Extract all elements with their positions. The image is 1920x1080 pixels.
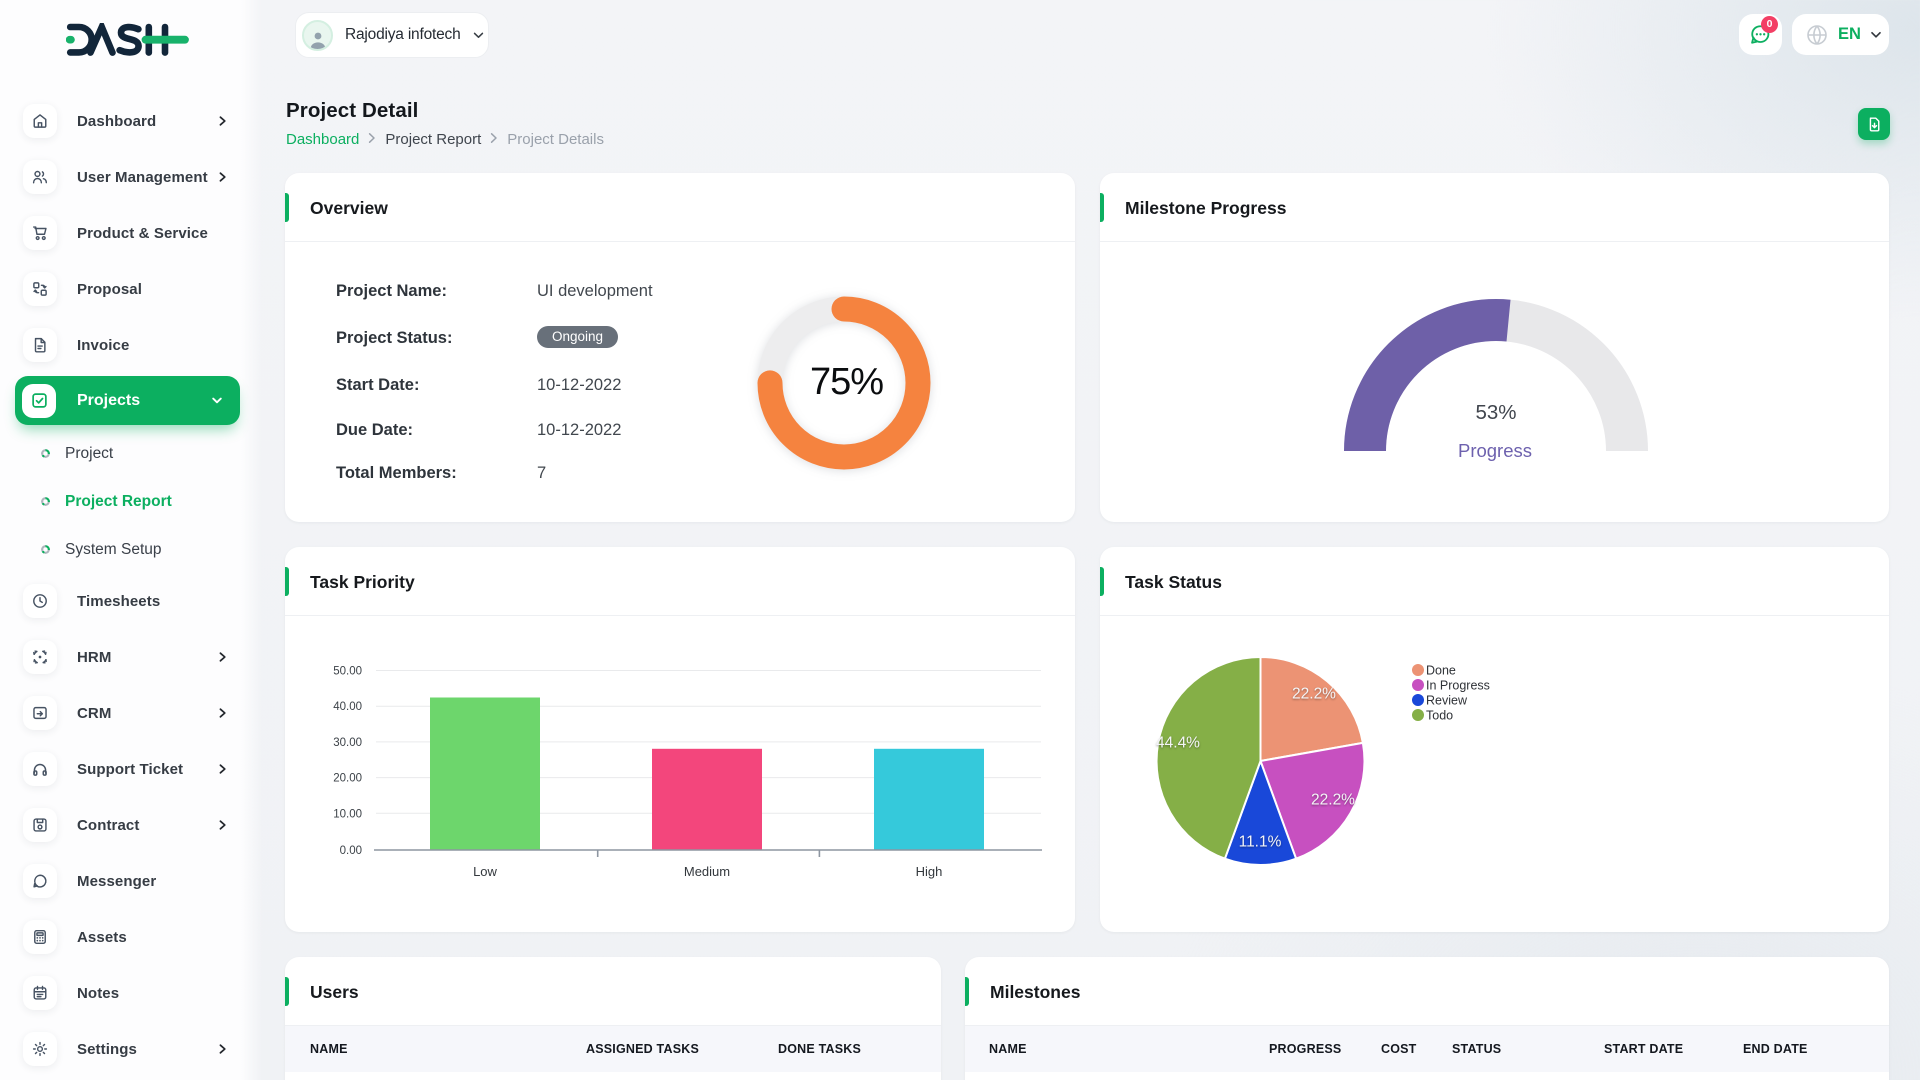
- svg-text:22.2%: 22.2%: [1311, 792, 1355, 809]
- svg-text:20.00: 20.00: [333, 773, 362, 785]
- svg-text:11.1%: 11.1%: [1239, 834, 1282, 851]
- svg-text:High: High: [916, 864, 943, 879]
- svg-text:In Progress: In Progress: [1426, 679, 1490, 693]
- svg-text:10.00: 10.00: [333, 808, 362, 820]
- svg-text:0.00: 0.00: [340, 845, 362, 857]
- svg-text:Todo: Todo: [1426, 709, 1453, 723]
- svg-text:Review: Review: [1426, 694, 1468, 708]
- svg-text:Medium: Medium: [684, 864, 730, 879]
- svg-text:44.4%: 44.4%: [1156, 735, 1200, 752]
- svg-text:Done: Done: [1426, 664, 1456, 678]
- svg-text:30.00: 30.00: [333, 737, 362, 749]
- svg-text:Low: Low: [473, 864, 497, 879]
- svg-text:40.00: 40.00: [333, 701, 362, 713]
- svg-text:50.00: 50.00: [333, 666, 362, 678]
- svg-text:22.2%: 22.2%: [1292, 686, 1336, 703]
